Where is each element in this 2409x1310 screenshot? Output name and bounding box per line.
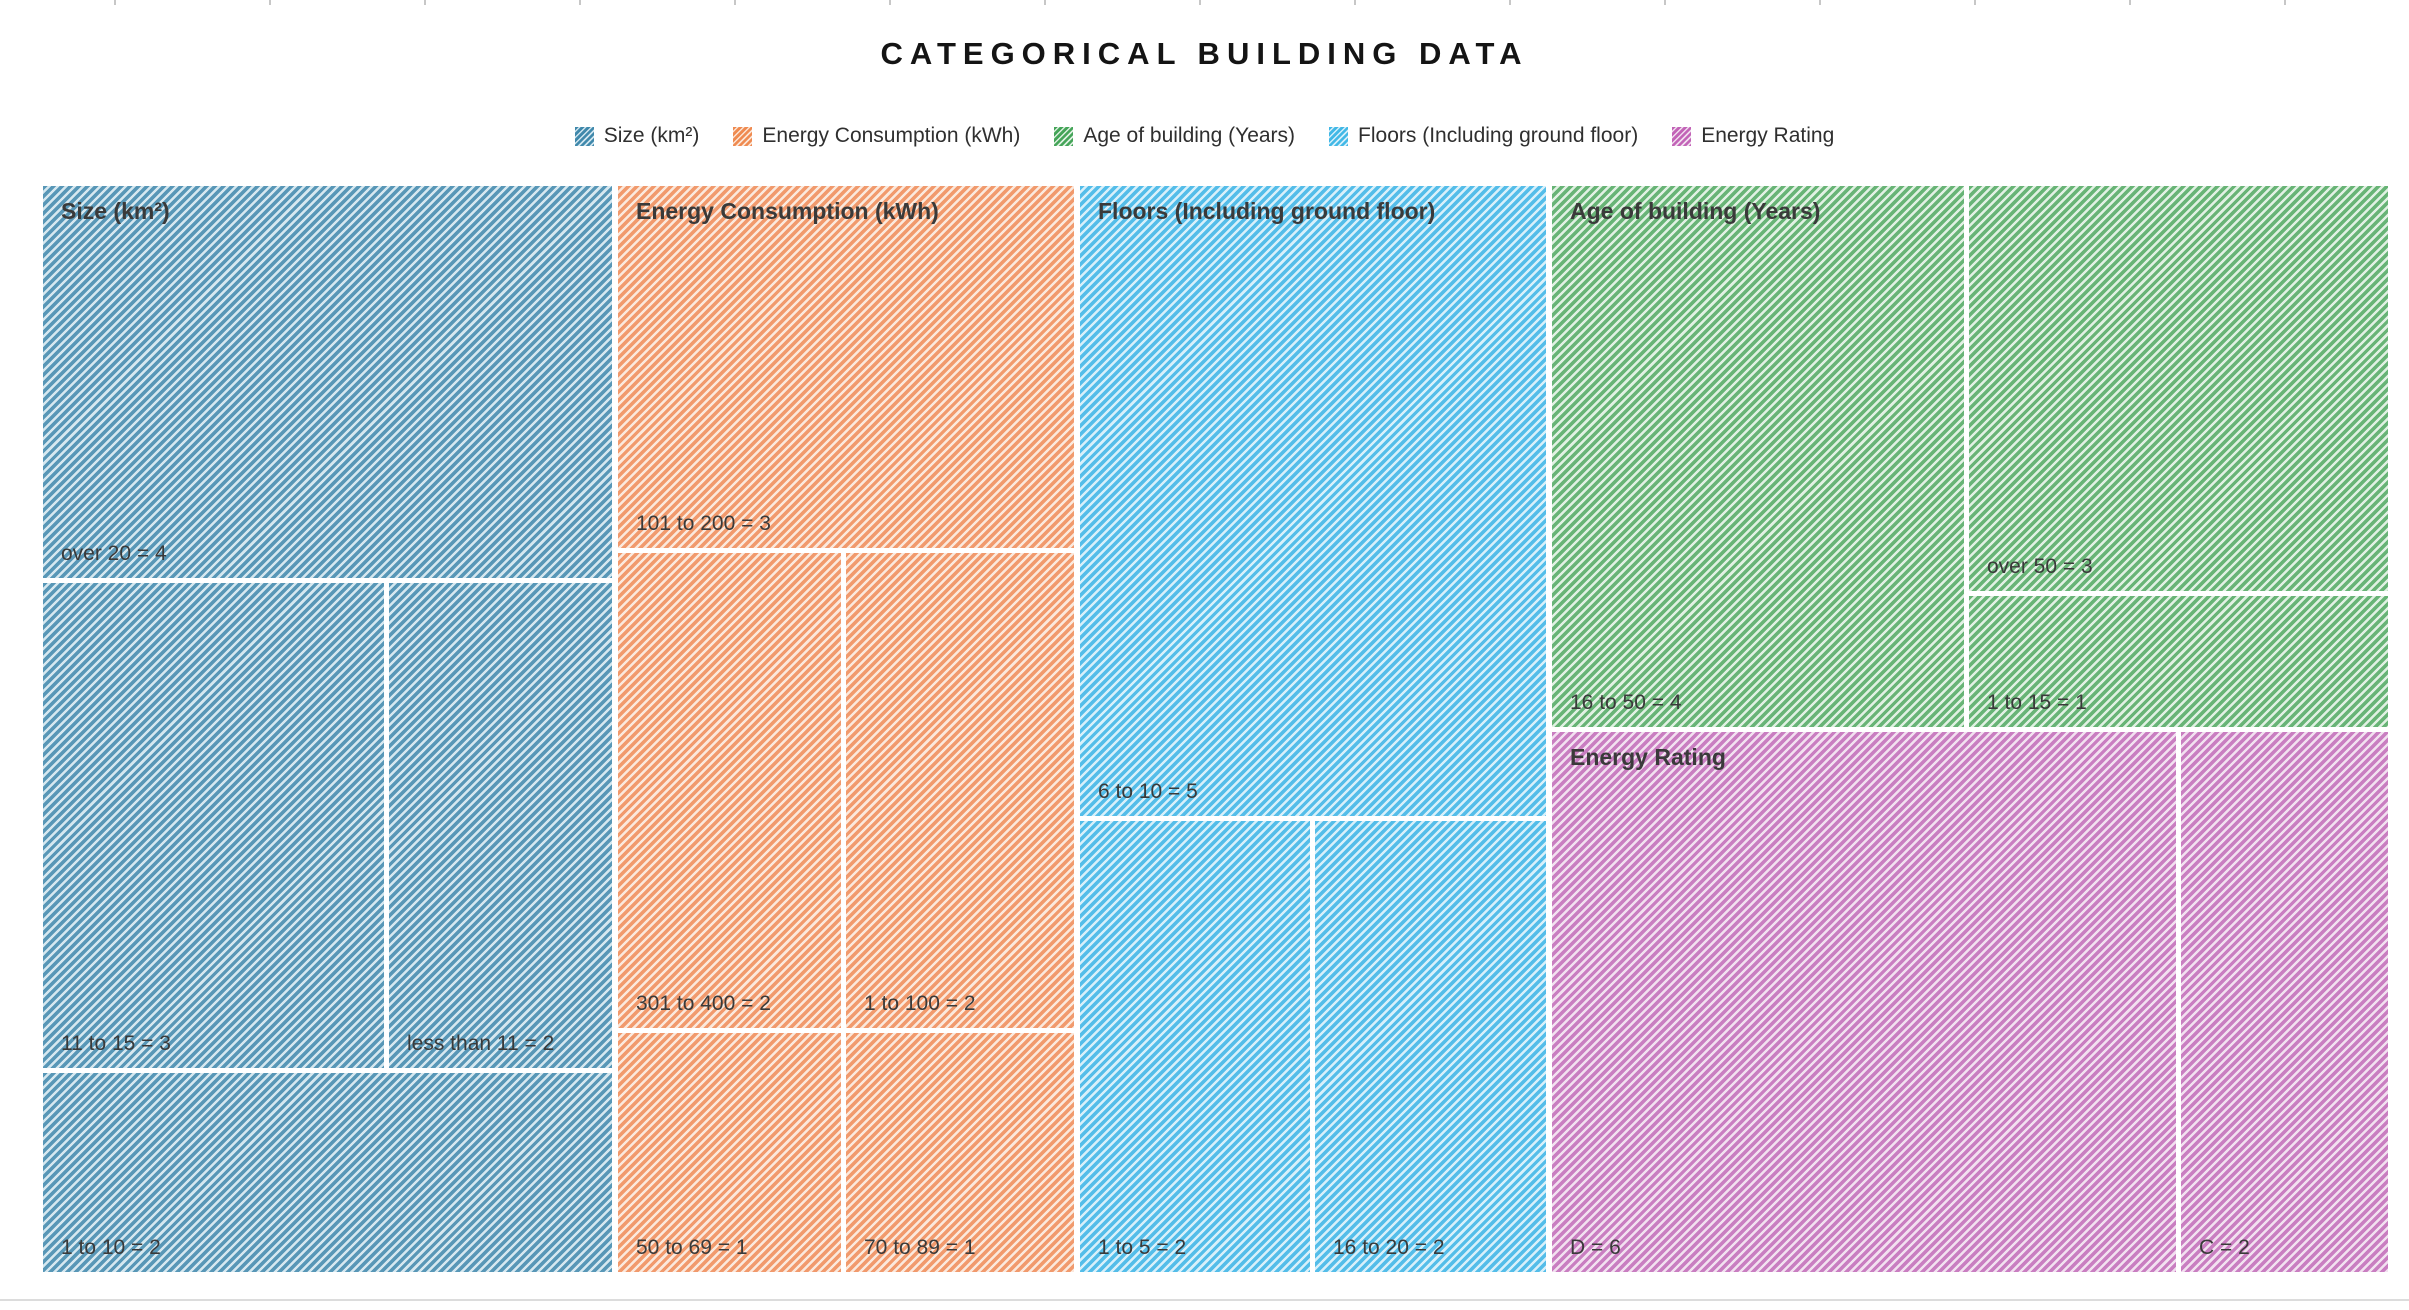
treemap-cell-rating-c[interactable]: C = 2 [2181, 732, 2388, 1272]
treemap-cell-label: 50 to 69 = 1 [636, 1236, 748, 1259]
treemap-cell-size-1-to-10[interactable]: 1 to 10 = 2 [43, 1073, 612, 1272]
treemap-cell-age-over-50[interactable]: over 50 = 3 [1969, 186, 2388, 591]
legend-item-energy[interactable]: Energy Consumption (kWh) [733, 124, 1020, 148]
treemap-cell-label: over 50 = 3 [1987, 555, 2093, 578]
treemap-group-title-energy: Energy Consumption (kWh) [636, 198, 939, 224]
legend-label: Size (km²) [603, 124, 700, 147]
treemap-cell-label: 1 to 15 = 1 [1987, 691, 2087, 714]
chart-title[interactable]: CATEGORICAL BUILDING DATA [880, 36, 1529, 71]
legend-label: Floors (Including ground floor) [1358, 124, 1639, 147]
legend-label: Energy Consumption (kWh) [762, 124, 1021, 147]
treemap-group-title-floors: Floors (Including ground floor) [1098, 198, 1436, 224]
treemap-cell-label: 11 to 15 = 3 [61, 1032, 171, 1055]
legend-swatch-energy-icon [733, 126, 753, 146]
treemap-cell-rating-d[interactable]: Energy Rating D = 6 [1552, 732, 2176, 1272]
treemap-cell-age-16-to-50[interactable]: Age of building (Years) 16 to 50 = 4 [1552, 186, 1964, 727]
treemap-cell-size-over-20[interactable]: Size (km²) over 20 = 4 [43, 186, 612, 578]
treemap-cell-label: 70 to 89 = 1 [864, 1236, 976, 1259]
treemap-cell-label: 1 to 10 = 2 [61, 1236, 161, 1259]
treemap-cell-age-1-to-15[interactable]: 1 to 15 = 1 [1969, 596, 2388, 727]
treemap-cell-label: 101 to 200 = 3 [636, 512, 771, 535]
spreadsheet-row-line [0, 1299, 2409, 1301]
legend-label: Energy Rating [1701, 124, 1835, 147]
treemap-cell-size-11-to-15[interactable]: 11 to 15 = 3 [43, 583, 384, 1068]
treemap-cell-label: 1 to 5 = 2 [1098, 1236, 1187, 1259]
legend-item-floors[interactable]: Floors (Including ground floor) [1329, 124, 1638, 148]
treemap-cell-energy-70-to-89[interactable]: 70 to 89 = 1 [846, 1033, 1074, 1272]
treemap-cell-floors-16-to-20[interactable]: 16 to 20 = 2 [1315, 821, 1546, 1272]
legend-swatch-age-icon [1054, 126, 1074, 146]
treemap-cell-label: 16 to 20 = 2 [1333, 1236, 1445, 1259]
treemap-cell-floors-6-to-10[interactable]: Floors (Including ground floor) 6 to 10 … [1080, 186, 1546, 816]
spreadsheet-column-ticks [114, 0, 2409, 5]
legend-swatch-rating-icon [1672, 126, 1692, 146]
treemap-cell-label: less than 11 = 2 [407, 1032, 555, 1055]
treemap-cell-label: D = 6 [1570, 1236, 1621, 1259]
legend-label: Age of building (Years) [1083, 124, 1296, 147]
treemap-cell-energy-101-to-200[interactable]: Energy Consumption (kWh) 101 to 200 = 3 [618, 186, 1074, 548]
treemap-cell-energy-301-to-400[interactable]: 301 to 400 = 2 [618, 553, 841, 1028]
treemap-cell-energy-50-to-69[interactable]: 50 to 69 = 1 [618, 1033, 841, 1272]
treemap-cell-label: C = 2 [2199, 1236, 2250, 1259]
treemap-cell-label: 301 to 400 = 2 [636, 992, 771, 1015]
treemap-group-title-age: Age of building (Years) [1570, 198, 1821, 224]
legend-item-age[interactable]: Age of building (Years) [1054, 124, 1295, 148]
treemap-group-title-rating: Energy Rating [1570, 744, 1726, 770]
treemap-cell-floors-1-to-5[interactable]: 1 to 5 = 2 [1080, 821, 1310, 1272]
treemap-cell-label: 1 to 100 = 2 [864, 992, 976, 1015]
chart-legend: Size (km²) Energy Consumption (kWh) Age … [0, 118, 2409, 154]
treemap-cell-label: 16 to 50 = 4 [1570, 691, 1682, 714]
treemap-group-title-size: Size (km²) [61, 198, 170, 224]
legend-swatch-floors-icon [1329, 126, 1349, 146]
legend-item-rating[interactable]: Energy Rating [1672, 124, 1834, 148]
treemap-cell-label: 6 to 10 = 5 [1098, 780, 1198, 803]
legend-swatch-size-icon [574, 126, 594, 146]
treemap-cell-size-less-than-11[interactable]: less than 11 = 2 [389, 583, 612, 1068]
legend-item-size[interactable]: Size (km²) [574, 124, 700, 148]
treemap-cell-energy-1-to-100[interactable]: 1 to 100 = 2 [846, 553, 1074, 1028]
treemap-cell-label: over 20 = 4 [61, 542, 167, 565]
